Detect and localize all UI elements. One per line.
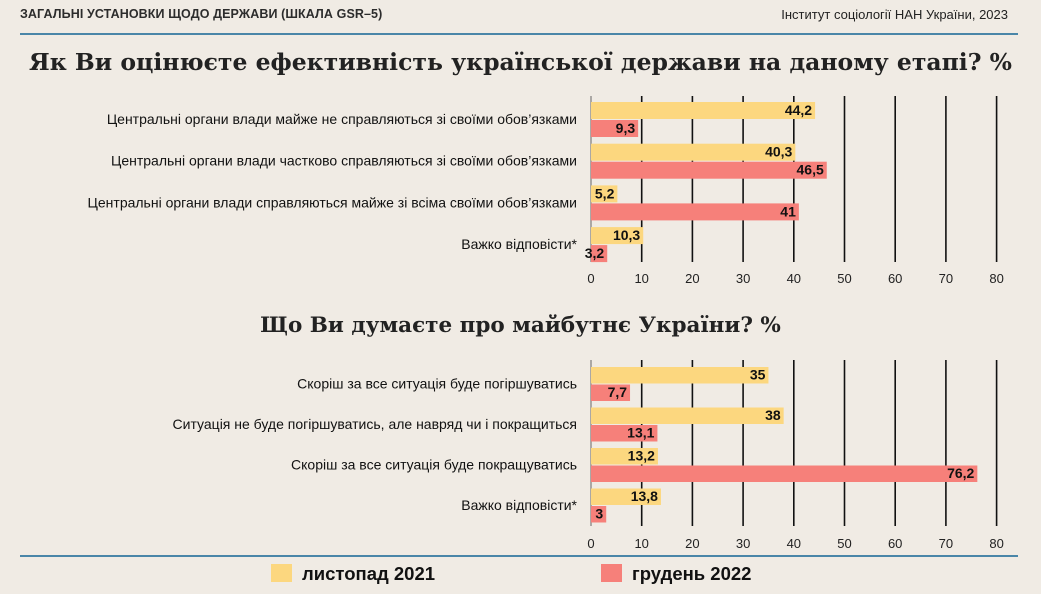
chart-2-category-label: Ситуація не буде погіршуватись, але навр… [173, 416, 577, 432]
top-divider [20, 33, 1018, 35]
chart-2-tick-label: 30 [736, 536, 750, 551]
chart-2-tick-label: 60 [888, 536, 902, 551]
chart-2-value-label: 76,2 [947, 465, 974, 481]
chart-2-bar-2021 [591, 488, 661, 505]
chart-1-value-label: 44,2 [785, 102, 812, 118]
chart-1-value-label: 9,3 [616, 120, 636, 136]
chart-2-value-label: 35 [750, 367, 766, 383]
legend-item-2021: листопад 2021 [271, 563, 435, 589]
chart-1-bar-2022 [591, 161, 827, 179]
chart-2-bar-2022 [591, 425, 658, 442]
chart-2-bar-2021 [591, 448, 658, 465]
chart-1-tick-label: 70 [939, 271, 953, 286]
chart-2-tick-label: 80 [989, 536, 1003, 551]
legend-label-2022: грудень 2022 [632, 563, 752, 584]
chart-1-tick-label: 40 [787, 271, 801, 286]
chart-2-tick-label: 20 [685, 536, 699, 551]
chart-2-tick-label: 40 [787, 536, 801, 551]
chart-1-tick-label: 30 [736, 271, 750, 286]
chart-1-title: Як Ви оцінюєте ефективність української … [28, 48, 1013, 76]
chart-1-bar-2021 [591, 185, 618, 203]
chart-2-title: Що Ви думаєте про майбутнє України? % [260, 313, 781, 338]
chart-2-category-label: Скоріш за все ситуація буде покращуватис… [291, 457, 577, 473]
chart-1-category-label: Центральні органи влади майже не справля… [107, 111, 577, 127]
chart-2-bar-2021 [591, 367, 769, 384]
section-label: ЗАГАЛЬНІ УСТАНОВКИ ЩОДО ДЕРЖАВИ (ШКАЛА G… [20, 7, 383, 21]
chart-1-tick-label: 20 [685, 271, 699, 286]
legend-swatch-2022 [601, 564, 622, 582]
chart-1-bar-2022 [591, 203, 799, 221]
bottom-divider [20, 555, 1018, 557]
chart-2-value-label: 3 [595, 506, 603, 522]
chart-2-category-label: Скоріш за все ситуація буде погіршуватис… [297, 376, 577, 392]
chart-2-bar-2022 [591, 384, 631, 401]
chart-2-bar-2022 [591, 465, 978, 482]
chart-1-tick-label: 10 [634, 271, 648, 286]
chart-2-category-label: Важко відповісти* [461, 497, 577, 513]
chart-2-value-label: 13,1 [627, 425, 654, 441]
chart-1-value-label: 40,3 [765, 144, 792, 160]
chart-1-category-label: Центральні органи влади частково справля… [111, 153, 577, 169]
legend-item-2022: грудень 2022 [601, 563, 751, 589]
legend-label-2021: листопад 2021 [302, 563, 436, 584]
chart-1-bar-2021 [591, 143, 796, 161]
chart-1-bar-2021 [591, 102, 816, 119]
chart-1-tick-label: 50 [837, 271, 851, 286]
source-label: Інститут соціології НАН України, 2023 [781, 7, 1008, 22]
chart-1-tick-label: 60 [888, 271, 902, 286]
chart-1-category-label: Важко відповісти* [461, 236, 577, 252]
chart-1-category-label: Центральні органи влади справляються май… [88, 194, 577, 210]
chart-2-tick-label: 10 [634, 536, 648, 551]
chart-2-bar-2021 [591, 407, 784, 424]
chart-1-bar-2022 [591, 245, 608, 263]
chart-1-tick-label: 80 [989, 271, 1003, 286]
chart-2-tick-label: 0 [587, 536, 594, 551]
chart-1-bar-2021 [591, 227, 644, 245]
header-bar: ЗАГАЛЬНІ УСТАНОВКИ ЩОДО ДЕРЖАВИ (ШКАЛА G… [0, 0, 1041, 33]
chart-1-value-label: 5,2 [595, 185, 615, 201]
chart-1-tick-label: 0 [587, 271, 594, 286]
chart-1-value-label: 46,5 [797, 162, 824, 178]
chart-2-tick-label: 50 [837, 536, 851, 551]
chart-2-bar-2022 [591, 506, 607, 523]
legend-swatch-2021 [271, 564, 292, 582]
chart-1-bar-2022 [591, 120, 639, 137]
chart-1-value-label: 41 [780, 203, 796, 219]
chart-2-value-label: 13,8 [631, 488, 658, 504]
chart-1-value-label: 3,2 [585, 245, 605, 261]
chart-2-value-label: 7,7 [608, 384, 628, 400]
chart-1-value-label: 10,3 [613, 227, 640, 243]
chart-2-value-label: 13,2 [628, 448, 655, 464]
chart-2-value-label: 38 [765, 407, 781, 423]
chart-2-tick-label: 70 [939, 536, 953, 551]
